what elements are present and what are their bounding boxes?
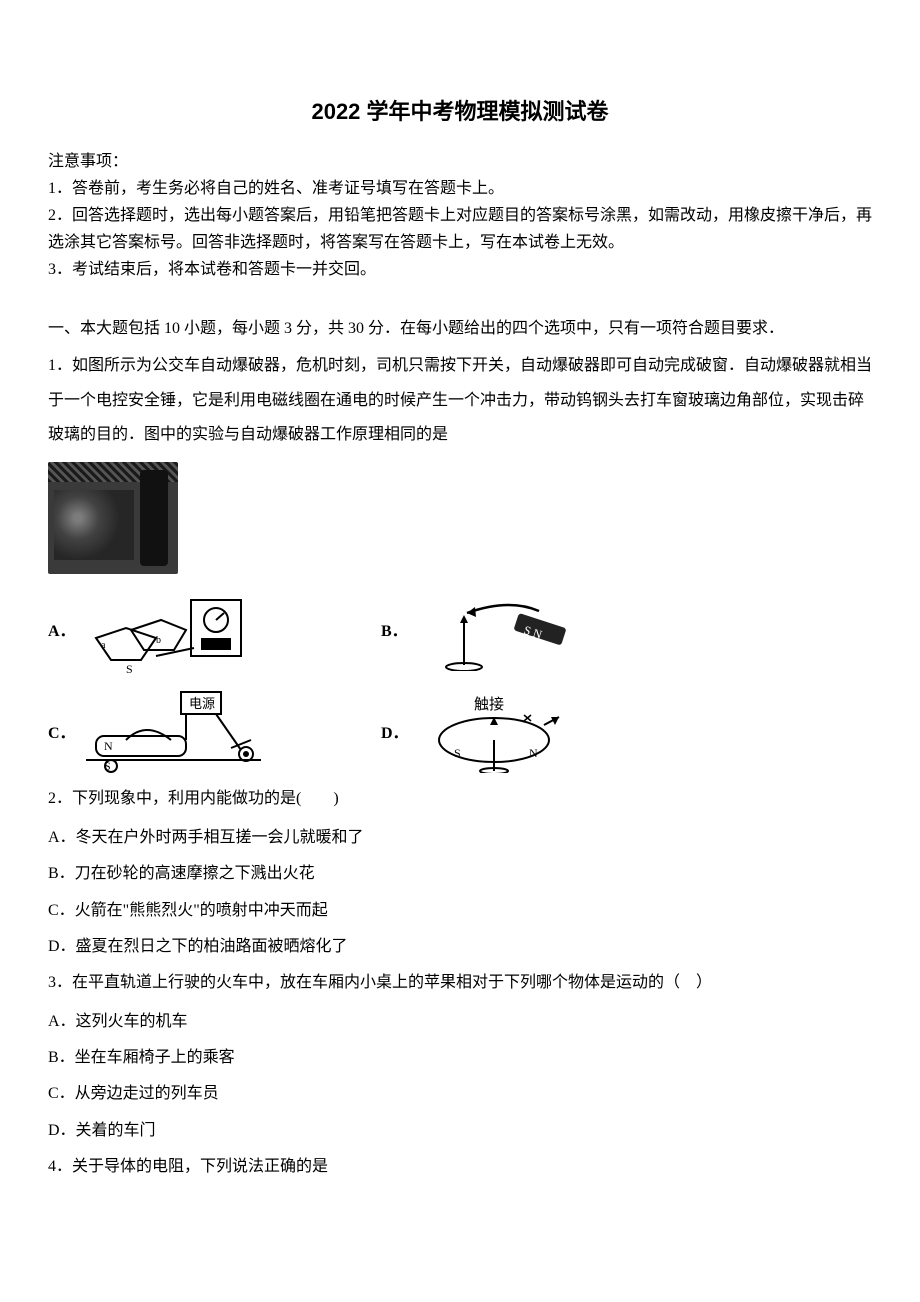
q1-option-d-figure: 触接 S N (419, 695, 579, 773)
svg-text:a: a (101, 640, 106, 651)
svg-text:N: N (529, 746, 538, 760)
page-title: 2022 学年中考物理模拟测试卷 (48, 95, 872, 128)
notice-item: 2．回答选择题时，选出每小题答案后，用铅笔把答题卡上对应题目的答案标号涂黑，如需… (48, 203, 872, 256)
q1-options-row-1: A． S a b B． S N (48, 588, 872, 676)
q2-stem: 2．下列现象中，利用内能做功的是( ) (48, 782, 872, 816)
q2-option-b: B．刀在砂轮的高速摩擦之下溅出火花 (48, 857, 872, 891)
svg-text:电源: 电源 (189, 696, 215, 711)
q3-option-c: C．从旁边走过的列车员 (48, 1077, 872, 1111)
q2-option-d: D．盛夏在烈日之下的柏油路面被晒熔化了 (48, 930, 872, 964)
svg-text:b: b (156, 635, 161, 646)
q3-option-b: B．坐在车厢椅子上的乘客 (48, 1041, 872, 1075)
svg-text:S: S (126, 662, 133, 676)
notice-list: 1．答卷前，考生务必将自己的姓名、准考证号填写在答题卡上。 2．回答选择题时，选… (48, 176, 872, 284)
svg-text:触接: 触接 (474, 696, 504, 713)
q1-option-c-label: C． (48, 722, 76, 746)
notice-item: 3．考试结束后，将本试卷和答题卡一并交回。 (48, 257, 872, 283)
q1-stem: 1．如图所示为公交车自动爆破器，危机时刻，司机只需按下开关，自动爆破器即可自动完… (48, 349, 872, 452)
q1-options-row-2: C． 电源 N S D． 触接 S N (48, 690, 872, 778)
q1-option-a-label: A． (48, 620, 76, 644)
q1-main-figure (48, 462, 872, 574)
q2-option-a: A．冬天在户外时两手相互搓一会儿就暖和了 (48, 821, 872, 855)
notice-heading: 注意事项： (48, 150, 872, 174)
q2-option-c: C．火箭在"熊熊烈火"的喷射中冲天而起 (48, 894, 872, 928)
q4-stem: 4．关于导体的电阻，下列说法正确的是 (48, 1150, 872, 1184)
q3-stem: 3．在平直轨道上行驶的火车中，放在车厢内小桌上的苹果相对于下列哪个物体是运动的（… (48, 966, 872, 1000)
q3-option-d: D．关着的车门 (48, 1114, 872, 1148)
q3-option-a: A．这列火车的机车 (48, 1005, 872, 1039)
q1-option-a-figure: S a b (86, 588, 261, 676)
q1-option-b-figure: S N (419, 593, 579, 671)
q1-option-d-label: D． (381, 722, 409, 746)
q1-option-b-label: B． (381, 620, 409, 644)
svg-text:N: N (104, 739, 113, 753)
section-header: 一、本大题包括 10 小题，每小题 3 分，共 30 分．在每小题给出的四个选项… (48, 312, 872, 346)
q1-option-c-figure: 电源 N S (86, 690, 261, 778)
svg-text:S: S (454, 746, 461, 760)
notice-item: 1．答卷前，考生务必将自己的姓名、准考证号填写在答题卡上。 (48, 176, 872, 202)
